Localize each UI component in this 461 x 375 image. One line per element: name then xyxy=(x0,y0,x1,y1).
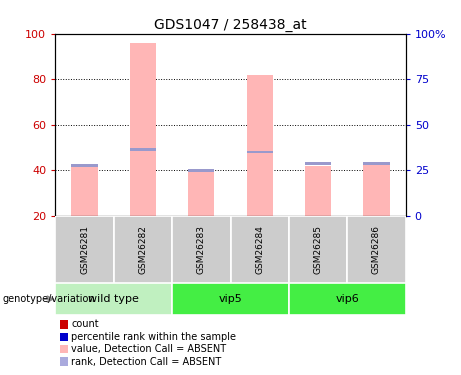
Bar xyxy=(289,216,347,283)
Bar xyxy=(71,166,98,216)
Text: rank, Detection Call = ABSENT: rank, Detection Call = ABSENT xyxy=(71,357,222,366)
Bar xyxy=(289,283,406,315)
Bar xyxy=(172,216,230,283)
Text: GSM26283: GSM26283 xyxy=(197,225,206,274)
Text: GSM26286: GSM26286 xyxy=(372,225,381,274)
Bar xyxy=(71,164,98,167)
Text: GSM26282: GSM26282 xyxy=(138,225,148,274)
Bar xyxy=(247,75,273,216)
Bar xyxy=(188,169,214,171)
Text: wild type: wild type xyxy=(88,294,139,304)
Bar xyxy=(363,162,390,165)
Bar xyxy=(55,283,172,315)
Text: GSM26285: GSM26285 xyxy=(313,225,323,274)
Bar xyxy=(305,166,331,216)
Text: percentile rank within the sample: percentile rank within the sample xyxy=(71,332,236,342)
Bar xyxy=(230,216,289,283)
Bar xyxy=(363,164,390,216)
Bar xyxy=(114,216,172,283)
Text: genotype/variation: genotype/variation xyxy=(2,294,95,304)
Text: count: count xyxy=(71,320,99,329)
Bar xyxy=(130,148,156,151)
Text: value, Detection Call = ABSENT: value, Detection Call = ABSENT xyxy=(71,344,226,354)
Text: GSM26284: GSM26284 xyxy=(255,225,264,274)
Text: vip6: vip6 xyxy=(336,294,359,304)
Bar xyxy=(172,283,289,315)
Bar xyxy=(130,43,156,216)
Text: GDS1047 / 258438_at: GDS1047 / 258438_at xyxy=(154,18,307,32)
Text: vip5: vip5 xyxy=(219,294,242,304)
Bar xyxy=(55,216,114,283)
Bar xyxy=(188,170,214,216)
Bar xyxy=(247,151,273,153)
Bar xyxy=(347,216,406,283)
Text: GSM26281: GSM26281 xyxy=(80,225,89,274)
Bar xyxy=(305,162,331,165)
